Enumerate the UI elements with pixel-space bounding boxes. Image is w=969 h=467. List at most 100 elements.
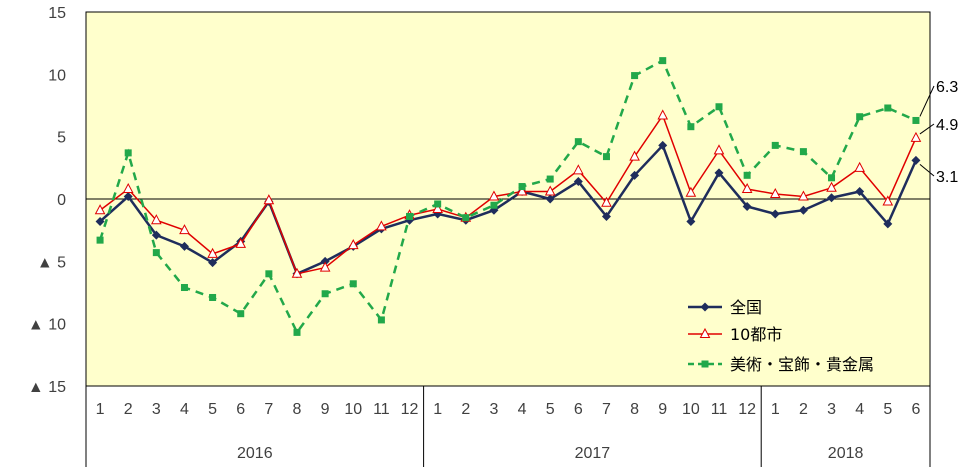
y-tick-label: 0 [57,192,66,209]
data-point [347,239,359,250]
data-point [180,284,188,292]
legend-label: 全国 [730,298,762,317]
data-point [573,177,583,187]
data-point [685,186,697,197]
x-tick-label: 1 [433,401,442,418]
x-tick-label: 6 [236,401,245,418]
data-point [798,205,808,215]
x-axis: 1 2 3 4 5 6 7 8 9 10 11 12 1 2 3 4 5 6 7 8 9 10 11 12 1 2 3 4 5 62016… [85,386,931,467]
data-point [96,236,104,244]
data-point [152,249,160,257]
data-point [601,196,612,207]
x-tick-label: 2 [461,401,470,418]
x-tick-label: 12 [401,401,419,418]
series-0 [95,140,921,279]
data-point [687,123,695,131]
x-tick-label: 4 [518,401,527,418]
data-point [769,187,781,199]
data-point [658,140,668,150]
annotation-layer: 6.3 4.9 3.1 [919,79,958,186]
x-tick-label: 10 [682,401,700,418]
y-tick-label: 10 [48,67,66,84]
x-tick-label: 10 [344,401,362,418]
value-annotation: 6.3 [936,79,958,96]
annotation-leader [919,85,935,117]
x-tick-label: 1 [771,401,780,418]
x-tick-label: 9 [321,401,330,418]
y-tick-label: 15 [48,5,66,22]
data-point [659,57,667,65]
data-point [854,161,865,172]
legend-label: 10都市 [730,325,782,344]
data-point [518,183,526,191]
data-point [349,280,357,288]
x-tick-label: 5 [208,401,217,418]
data-point [319,261,331,272]
data-point [743,171,751,179]
data-point [516,185,528,196]
data-point [856,113,864,121]
data-point [827,193,837,203]
data-point [124,149,132,157]
data-point [377,316,385,324]
x-tick-label: 12 [738,401,756,418]
data-point [883,219,893,229]
legend-marker [700,302,710,312]
y-tick-label: ▲ 10 [28,317,66,334]
data-point [911,155,921,165]
year-label: 2017 [575,445,611,462]
data-point [912,116,920,124]
data-point [95,216,105,226]
data-point [855,187,865,197]
data-point [631,72,639,80]
series-2 [96,57,920,336]
data-point [209,293,217,301]
data-point [714,168,724,178]
x-tick-label: 5 [883,401,892,418]
data-point [432,202,443,213]
legend-marker [699,327,711,338]
data-point [828,174,836,182]
data-point [657,109,669,120]
x-tick-label: 1 [96,401,105,418]
x-tick-label: 6 [574,401,583,418]
x-tick-label: 11 [711,401,728,418]
x-tick-label: 5 [546,401,555,418]
data-point [462,214,470,222]
data-point [715,103,723,111]
series-line [99,113,917,275]
data-point [122,182,134,194]
year-label: 2018 [828,445,864,462]
data-point [123,192,133,202]
data-point [406,212,414,220]
data-point [376,220,387,231]
x-tick-label: 3 [152,401,161,418]
data-point [434,200,442,208]
x-tick-label: 9 [658,401,667,418]
data-point [574,138,582,146]
data-point [686,216,696,226]
x-tick-label: 7 [264,401,273,418]
data-point [771,141,779,149]
data-point [151,230,161,240]
data-point [601,211,611,221]
data-point [321,290,329,298]
x-tick-label: 3 [827,401,836,418]
data-point [490,201,498,209]
y-tick-label: ▲ 5 [37,254,66,271]
x-tick-label: 2 [124,401,133,418]
data-point [713,144,725,155]
data-point [799,148,807,156]
data-point [544,185,556,196]
x-tick-label: 4 [180,401,189,418]
data-point [235,237,247,248]
data-point [882,195,894,206]
x-tick-label: 3 [489,401,498,418]
x-tick-label: 8 [293,401,302,418]
data-point [573,164,584,175]
x-tick-label: 11 [373,401,390,418]
x-tick-label: 4 [855,401,864,418]
y-axis: 15 10 5 0 ▲ 5 ▲ 10 ▲ 15 [28,5,66,396]
